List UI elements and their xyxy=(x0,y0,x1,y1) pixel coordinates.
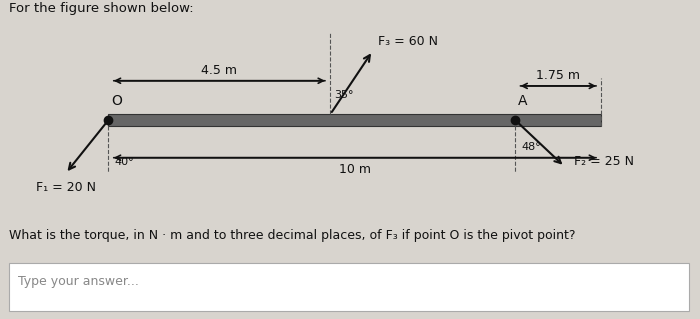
Text: A: A xyxy=(517,94,527,108)
Text: 35°: 35° xyxy=(334,90,354,100)
Text: 10 m: 10 m xyxy=(339,163,371,176)
Text: F₃ = 60 N: F₃ = 60 N xyxy=(377,35,438,48)
Text: F₁ = 20 N: F₁ = 20 N xyxy=(36,181,96,194)
Text: O: O xyxy=(111,94,122,108)
Text: 40°: 40° xyxy=(114,157,134,167)
Bar xyxy=(108,114,601,126)
Text: For the figure shown below:: For the figure shown below: xyxy=(9,2,194,15)
Text: F₂ = 25 N: F₂ = 25 N xyxy=(575,155,634,168)
FancyBboxPatch shape xyxy=(9,263,689,311)
Text: What is the torque, in N · m and to three decimal places, of F₃ if point O is th: What is the torque, in N · m and to thre… xyxy=(9,229,575,242)
Text: 48°: 48° xyxy=(521,142,541,152)
Text: 4.5 m: 4.5 m xyxy=(202,64,237,77)
Text: 1.75 m: 1.75 m xyxy=(536,69,580,82)
Text: Type your answer...: Type your answer... xyxy=(18,275,139,287)
